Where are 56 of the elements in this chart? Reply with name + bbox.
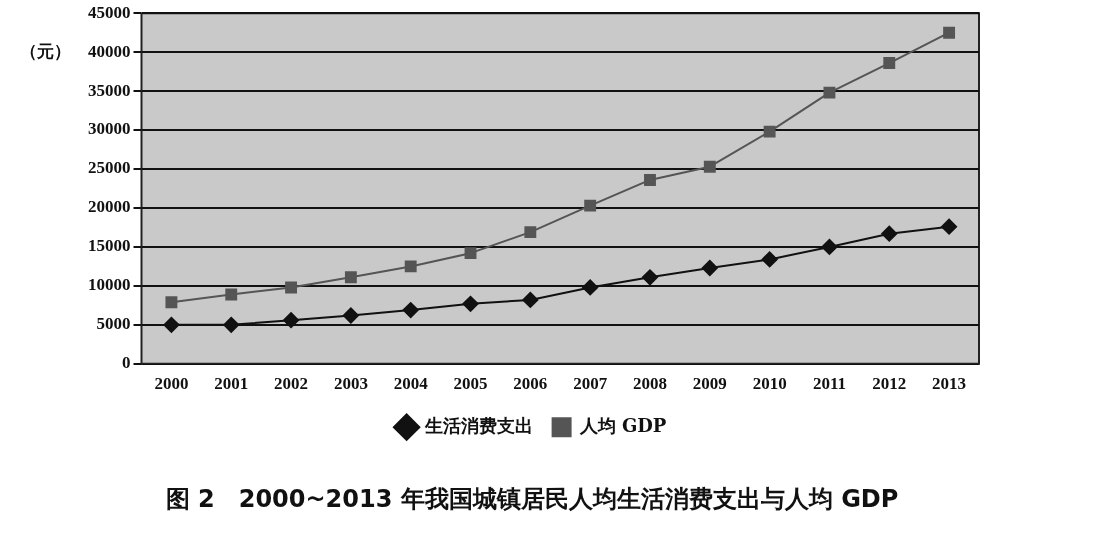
point <box>464 247 477 260</box>
y-tick-label: 25000 <box>88 158 131 178</box>
y-tick-label: 0 <box>122 353 131 373</box>
point <box>285 281 297 294</box>
point <box>701 259 718 276</box>
point <box>344 271 357 284</box>
point <box>225 288 238 301</box>
point <box>761 251 778 268</box>
point <box>641 269 658 286</box>
x-tick-label: 2006 <box>513 374 548 394</box>
x-tick-label: 2012 <box>872 374 907 394</box>
point <box>703 160 716 173</box>
x-tick-label: 2010 <box>752 374 787 394</box>
point <box>582 279 599 296</box>
point <box>402 302 419 319</box>
x-tick-label: 2008 <box>632 374 667 394</box>
point <box>644 173 656 186</box>
point <box>941 218 958 235</box>
point <box>163 316 180 333</box>
y-tick-label: 30000 <box>88 119 131 139</box>
point <box>165 296 178 309</box>
point <box>223 316 240 333</box>
text: 图 2 2000~2013 年我国城镇居民人均生活消费支出与人均 GDP <box>165 484 899 513</box>
y-tick-label: 10000 <box>88 275 131 295</box>
x-tick-label: 2007 <box>573 374 608 394</box>
x-tick-label: 2001 <box>214 374 249 394</box>
x-tick-label: 2005 <box>453 374 488 394</box>
y-tick-label: 40000 <box>88 41 131 61</box>
point <box>821 238 838 255</box>
point <box>584 199 597 212</box>
point <box>404 260 417 273</box>
y-tick-label: 20000 <box>88 197 131 217</box>
point <box>763 125 776 138</box>
point <box>823 86 836 99</box>
y-axis-title: （元） <box>20 40 71 61</box>
point <box>283 312 300 329</box>
y-tick-label: 45000 <box>88 2 131 22</box>
point <box>883 57 896 70</box>
x-tick-label: 2011 <box>812 374 846 394</box>
point <box>462 295 479 312</box>
x-tick-label: 2009 <box>692 374 727 394</box>
x-tick-label: 2004 <box>393 374 429 394</box>
y-tick-label: 5000 <box>96 314 131 334</box>
point <box>522 291 539 308</box>
point <box>943 26 956 39</box>
point <box>881 225 898 242</box>
x-tick-label: 2000 <box>154 374 189 394</box>
legend-label: 人均 GDP <box>578 414 667 436</box>
point <box>524 226 537 239</box>
x-tick-label: 2003 <box>333 374 368 394</box>
legend-label: 生活消费支出 <box>423 414 533 436</box>
x-tick-label: 2002 <box>274 374 309 394</box>
y-tick-label: 15000 <box>88 236 131 256</box>
y-tick-label: 35000 <box>88 80 131 100</box>
point <box>342 307 359 324</box>
x-tick-label: 2013 <box>932 374 967 394</box>
